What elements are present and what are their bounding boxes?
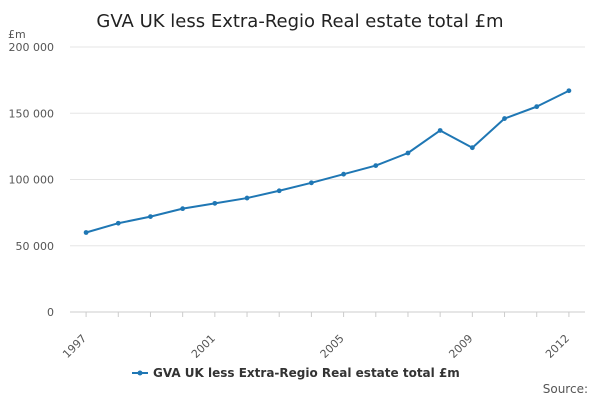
data-point [534,104,540,110]
series-line [85,89,570,234]
data-point [502,116,507,121]
data-point [180,206,186,212]
x-tick-label: 2012 [543,332,572,361]
data-point [341,171,346,177]
series-layer [83,88,572,235]
legend-swatch-marker [137,370,143,376]
y-tick-label: 200 000 [9,41,55,54]
legend-label: GVA UK less Extra-Regio Real estate tota… [153,366,460,380]
chart-title: GVA UK less Extra-Regio Real estate tota… [96,11,503,32]
y-tick-label: 100 000 [9,174,55,187]
data-point [437,128,443,133]
data-point [212,200,218,206]
data-point [148,214,153,220]
data-point [566,88,572,94]
data-point [405,150,411,156]
data-point [373,163,379,168]
x-tick-label: 1997 [60,332,89,361]
y-tick-label: 50 000 [16,240,55,253]
axes: 0 50 000 100 000 150 000 200 000 1997 2001 2005… [9,41,585,361]
x-tick-label: 2009 [446,332,475,361]
x-tick-label: 2001 [189,332,218,361]
data-point [83,230,89,235]
data-point [469,145,475,151]
source-label: Source: [543,382,588,396]
data-point [309,180,314,186]
data-point [276,188,282,194]
data-point [244,195,250,201]
legend: GVA UK less Extra-Regio Real estate tota… [132,366,460,380]
data-point [115,220,121,226]
y-tick-label: 150 000 [9,107,55,120]
y-axis-unit-label: £m [8,28,26,41]
x-tick-label: 2005 [318,332,347,361]
y-tick-label: 0 [47,306,54,319]
